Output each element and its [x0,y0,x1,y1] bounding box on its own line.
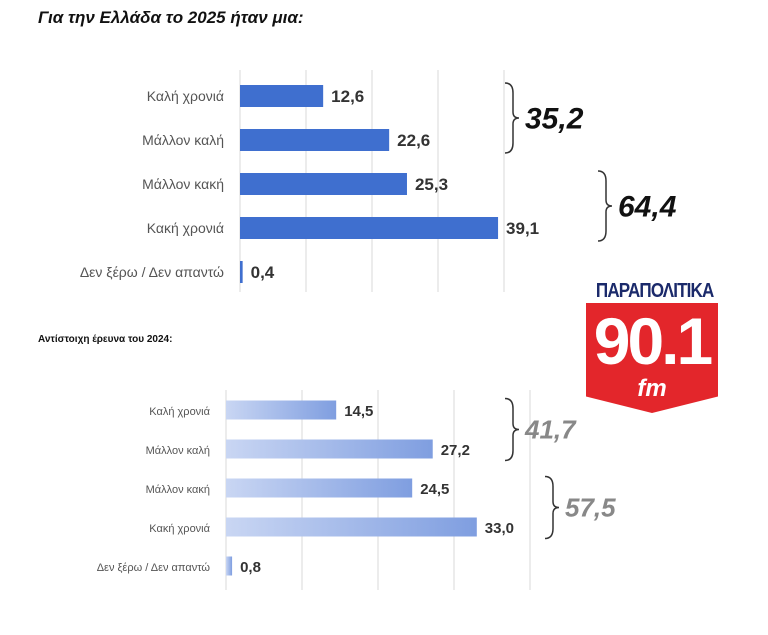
logo-fm: fm [637,375,667,402]
bar [226,400,337,420]
value-label: 12,6 [331,87,364,106]
bar [226,478,413,498]
brace [504,397,520,462]
bar [240,85,324,107]
value-label: 27,2 [441,442,470,459]
logo-brand: ΠΑΡΑΠΟΛΙΤΙΚΑ [595,280,714,302]
category-label: Δεν ξέρω / Δεν απαντώ [80,264,224,280]
value-label: 33,0 [485,520,514,537]
chart-title-2025: Για την Ελλάδα το 2025 ήταν μια: [38,8,304,27]
logo-frequency: 90.1 [593,304,713,378]
bar [226,439,433,459]
value-label: 22,6 [397,131,430,150]
group-total-label: 41,7 [524,415,577,445]
brace [544,475,560,540]
brace [597,170,613,242]
category-label: Μάλλον κακή [142,176,224,192]
bar [240,173,407,195]
bar [240,217,499,239]
category-label: Κακή χρονιά [149,523,210,535]
group-total-label: 64,4 [618,191,677,224]
bar [226,556,233,576]
category-label: Καλή χρονιά [147,88,224,104]
logo-badge: 90.1 fm [586,303,718,413]
value-label: 25,3 [415,175,448,194]
bar [240,129,390,151]
value-label: 0,4 [251,263,275,282]
parapolitika-logo: ΠΑΡΑΠΟΛΙΤΙΚΑ 90.1 fm [586,280,718,413]
value-label: 14,5 [344,403,373,420]
category-label: Δεν ξέρω / Δεν απαντώ [97,562,211,574]
group-total-label: 35,2 [525,103,584,136]
value-label: 0,8 [240,559,261,576]
group-total-label: 57,5 [565,493,616,523]
bar [240,261,243,283]
category-label: Καλή χρονιά [149,406,210,418]
category-label: Μάλλον καλή [142,132,224,148]
category-label: Μάλλον κακή [146,484,210,496]
chart-title-2024: Αντίστοιχη έρευνα του 2024: [38,334,173,345]
category-label: Κακή χρονιά [147,220,224,236]
value-label: 39,1 [506,219,539,238]
category-label: Μάλλον καλή [146,445,210,457]
value-label: 24,5 [420,481,449,498]
bar [226,517,477,537]
brace [504,82,520,154]
